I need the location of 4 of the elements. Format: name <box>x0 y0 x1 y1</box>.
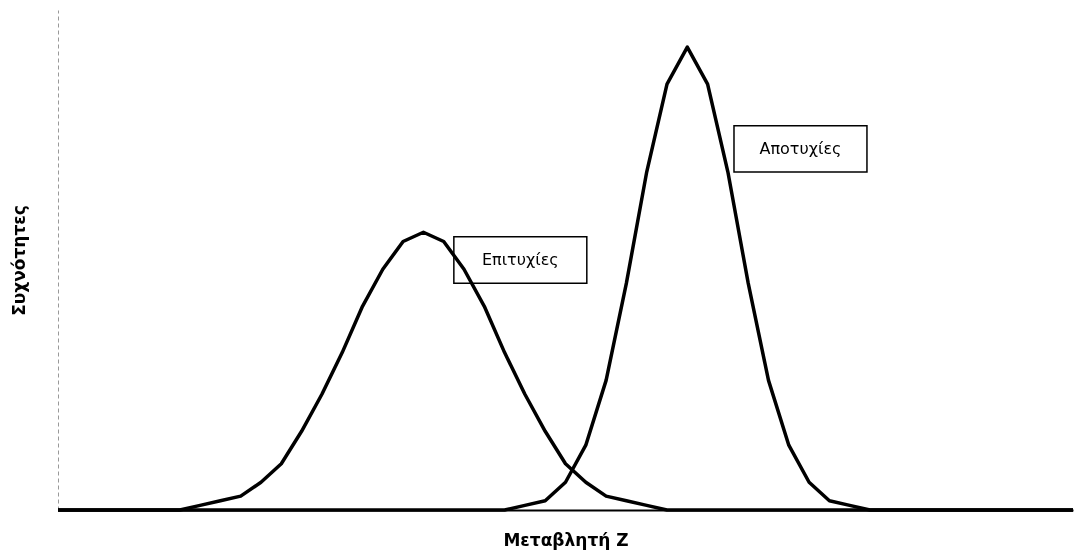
y-axis-title: Συχνότητες <box>8 205 29 316</box>
text: Αποτυχίες <box>759 138 842 158</box>
series-label: Επιτυχίες <box>481 250 559 269</box>
x-axis-title: Μεταβλητή Z <box>503 529 629 550</box>
